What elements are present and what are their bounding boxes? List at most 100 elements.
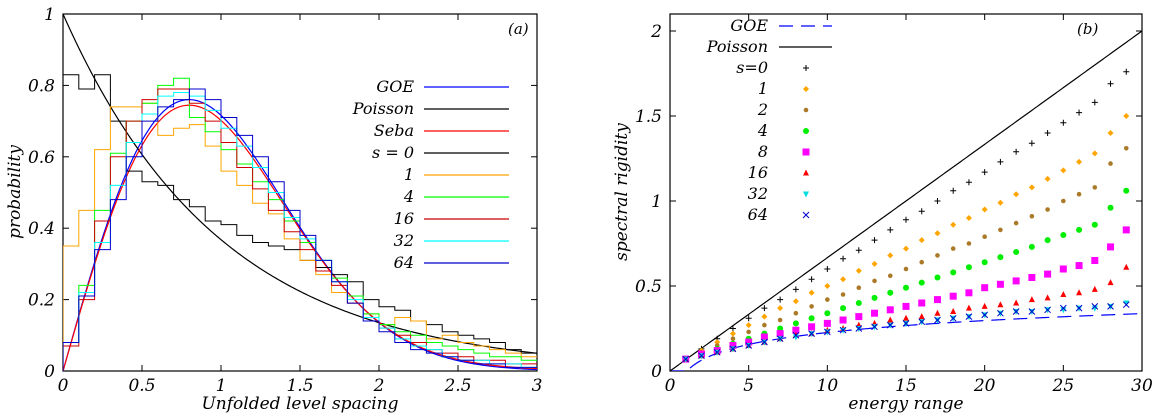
legend-label-8: 8	[758, 142, 768, 161]
series-1-point	[1123, 113, 1130, 119]
series-16-point	[1123, 263, 1130, 270]
legend-marker-s-0	[803, 65, 809, 71]
series-1-point	[918, 237, 925, 244]
series-4-point	[777, 325, 784, 332]
series-2-point	[825, 297, 830, 302]
series-1-point	[887, 252, 894, 259]
series-64-point	[949, 314, 957, 322]
series-16-point	[934, 309, 941, 316]
legend-marker-8	[802, 148, 810, 156]
series-1-point	[1060, 167, 1067, 174]
series-s-0-point	[1044, 130, 1051, 136]
series-64-point	[682, 355, 690, 363]
series-8-point	[792, 326, 800, 334]
x-tick-label: 10	[817, 376, 839, 396]
legend-marker-64	[802, 211, 810, 219]
series-1-point	[950, 221, 957, 228]
series-s-0-point	[808, 276, 815, 283]
series-32-histogram	[63, 92, 537, 371]
series-8-point	[981, 284, 989, 292]
y-tick-label: 0	[651, 362, 662, 382]
series-s-0-point	[855, 247, 862, 254]
series-64-point	[871, 323, 878, 331]
legend-label-seba: Seba	[374, 121, 414, 140]
series-4-point	[950, 269, 957, 276]
series-s-0-point	[965, 179, 972, 186]
series-32-point	[1091, 305, 1098, 312]
series-64-point	[713, 348, 721, 356]
series-2-point	[1092, 185, 1098, 190]
x-tick-label: 1.5	[286, 376, 313, 396]
series-8-point	[933, 296, 941, 304]
series-s-0-point	[1123, 68, 1130, 75]
x-tick-label: 15	[895, 376, 917, 396]
y-tick-label: 0.5	[635, 277, 662, 297]
series-16-point	[981, 302, 988, 309]
x-tick-label: 30	[1131, 376, 1153, 396]
series-1-point	[965, 215, 972, 221]
series-2-point	[730, 336, 736, 342]
series-8-point	[1044, 270, 1052, 278]
series-64-point	[745, 342, 753, 349]
legend-label-64: 64	[748, 205, 768, 224]
series-2-point	[777, 317, 783, 323]
series-2-point	[809, 304, 814, 309]
series-8-point	[808, 323, 816, 331]
series-s-0-point	[777, 296, 784, 303]
series-1-point	[840, 276, 847, 283]
x-tick-label: 25	[1052, 376, 1075, 396]
series-64-point	[808, 330, 815, 337]
series-64-point	[1075, 304, 1083, 312]
legend-label-32: 32	[748, 184, 768, 203]
y-axis-label-b: spectral rigidity	[612, 123, 632, 261]
series-8-point	[949, 292, 957, 300]
series-4-point	[855, 300, 862, 306]
series-8-point	[1107, 243, 1115, 251]
legend-label-32: 32	[394, 231, 414, 250]
series-2-point	[903, 266, 909, 272]
series-s-0-point	[1013, 148, 1020, 155]
series-8-point	[1012, 277, 1020, 285]
series-2-point	[1045, 207, 1050, 212]
series-1-point	[792, 298, 799, 305]
legend-marker-32	[803, 191, 809, 198]
series-s-0-point	[950, 187, 957, 194]
series-32-point	[1060, 307, 1067, 314]
series-s-0-point	[1060, 119, 1067, 126]
series-s-0-point	[903, 216, 909, 223]
series-s-0-point	[729, 325, 736, 332]
series-8-point	[996, 280, 1004, 288]
series-64-point	[792, 331, 800, 339]
series-2-point	[1108, 161, 1113, 166]
series-16-point	[1076, 289, 1083, 296]
series-1-point	[1107, 130, 1114, 136]
series-poisson-line	[670, 30, 1142, 371]
series-1-point	[855, 267, 862, 274]
legend-marker-1	[803, 86, 809, 92]
legend-marker-16	[803, 169, 809, 176]
series-64-point	[761, 338, 768, 346]
series-8-point	[902, 302, 910, 310]
series-4-point	[1013, 249, 1020, 255]
series-16-point	[903, 314, 909, 321]
legend-label-poisson: Poisson	[352, 99, 414, 118]
chart-panel-a: (a) Unfolded level spacing probability 0…	[5, 5, 542, 414]
series-64-point	[839, 326, 847, 334]
series-2-point	[887, 273, 893, 279]
y-tick-label: 0	[44, 362, 55, 382]
series-64-point	[823, 328, 831, 336]
series-4-point	[1107, 204, 1114, 211]
series-64-point	[855, 325, 863, 332]
legend-label-goe: GOE	[730, 16, 768, 35]
y-tick-label: 0.6	[28, 148, 55, 168]
series-2-point	[966, 241, 972, 246]
legend-label-s-0: s = 0	[372, 143, 414, 162]
series-16-point	[1091, 285, 1098, 292]
series-s-0-point	[918, 208, 925, 215]
series-8-point	[1059, 265, 1067, 273]
legend-label-goe: GOE	[376, 77, 414, 96]
series-4-point	[808, 315, 815, 322]
series-1-point	[761, 313, 768, 320]
series-s-0-point	[840, 255, 847, 262]
series-4-point	[1060, 232, 1067, 238]
